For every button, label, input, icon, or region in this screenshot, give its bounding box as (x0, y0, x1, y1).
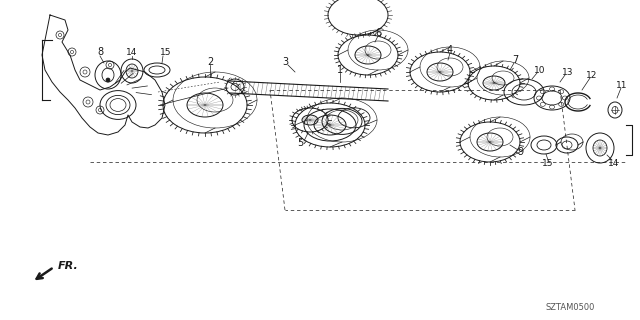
Text: SZTAM0500: SZTAM0500 (545, 303, 595, 313)
Text: 1: 1 (337, 65, 343, 75)
Text: 14: 14 (126, 47, 138, 57)
Text: 9: 9 (517, 147, 523, 157)
Text: 10: 10 (534, 66, 546, 75)
Text: 5: 5 (297, 138, 303, 148)
Text: 8: 8 (97, 47, 103, 57)
Text: 13: 13 (563, 68, 573, 76)
Text: 15: 15 (542, 158, 554, 167)
Text: 14: 14 (608, 158, 620, 167)
Text: 12: 12 (586, 70, 598, 79)
Text: 7: 7 (512, 55, 518, 65)
Text: 11: 11 (616, 81, 628, 90)
Text: 3: 3 (282, 57, 288, 67)
Text: 2: 2 (207, 57, 213, 67)
Ellipse shape (106, 78, 110, 82)
Text: FR.: FR. (58, 261, 79, 271)
Text: 15: 15 (160, 47, 172, 57)
Text: 4: 4 (447, 45, 453, 55)
Text: 6: 6 (375, 28, 381, 38)
